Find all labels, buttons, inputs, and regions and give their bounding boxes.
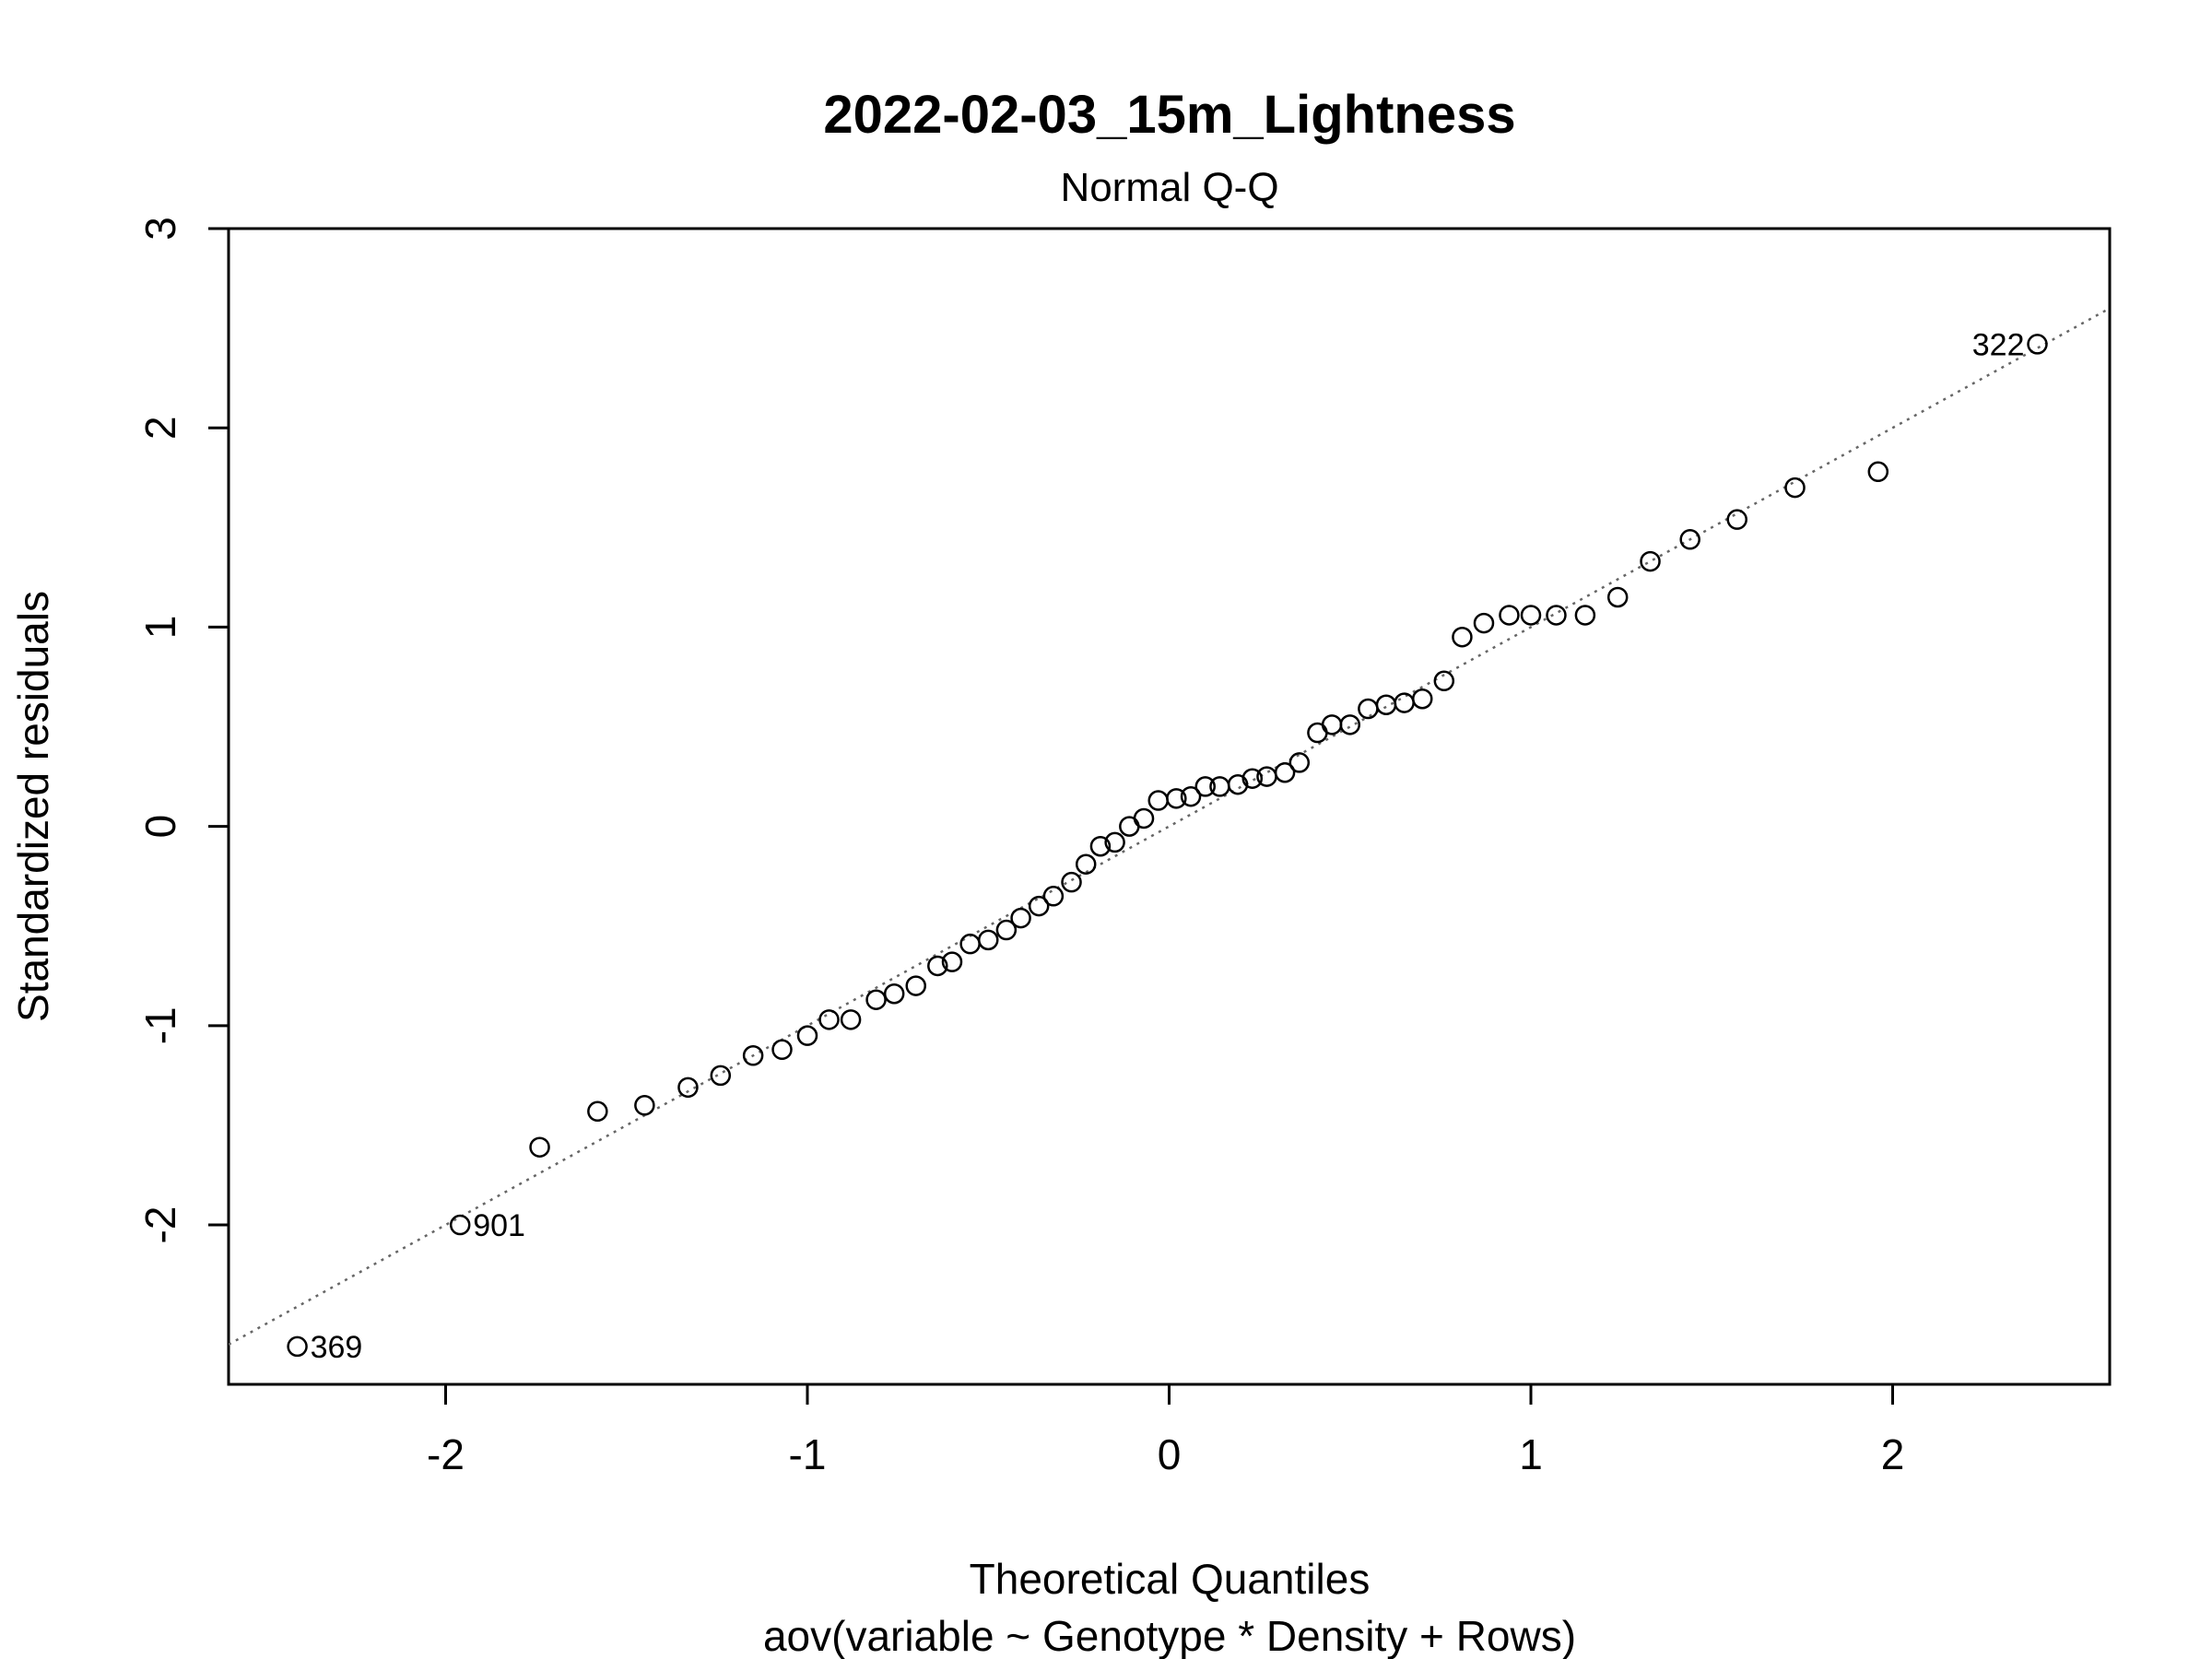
y-tick-label: -1: [136, 1006, 184, 1044]
data-point: [1394, 692, 1415, 713]
y-axis-label: Standardized residuals: [9, 591, 57, 1022]
data-point: [1209, 776, 1230, 797]
data-point: [1042, 886, 1065, 907]
data-point: [1546, 605, 1567, 626]
x-tick-label: 0: [1158, 1430, 1182, 1478]
x-tick-label: -2: [427, 1430, 465, 1478]
data-point: [1452, 626, 1473, 648]
data-point: [818, 1009, 840, 1030]
data-point: [529, 1136, 550, 1158]
data-point: [1499, 605, 1520, 626]
data-point: [995, 919, 1018, 941]
data-point: [1028, 895, 1050, 917]
chart-subtitle: Normal Q-Q: [1060, 165, 1278, 210]
data-point: [1433, 670, 1455, 692]
data-point: [959, 933, 981, 955]
data-point: [1867, 461, 1889, 483]
data-point: [865, 989, 887, 1010]
data-point: [677, 1077, 699, 1099]
data-point: [1227, 773, 1249, 795]
data-point: [1375, 694, 1397, 715]
data-point: [710, 1065, 732, 1087]
data-point: [796, 1025, 818, 1046]
data-point: [1180, 785, 1202, 807]
data-point: [1358, 698, 1379, 720]
y-tick-label: -2: [136, 1206, 184, 1244]
data-points: 369 901 322: [287, 327, 2048, 1365]
data-point: [978, 929, 999, 951]
data-point: [449, 1214, 471, 1236]
point-label: 901: [473, 1208, 525, 1243]
x-tick-label: 2: [1881, 1430, 1905, 1478]
point-label: 369: [311, 1330, 363, 1365]
y-tick-label: 2: [136, 416, 184, 440]
x-tick-label: -1: [789, 1430, 827, 1478]
data-point: [927, 955, 948, 977]
data-point: [1679, 529, 1700, 550]
data-point: [1166, 788, 1187, 809]
data-point: [1010, 907, 1031, 929]
data-point: [1061, 871, 1082, 893]
data-point: [1784, 477, 1806, 499]
data-point: [1241, 768, 1264, 789]
data-point: [1089, 835, 1112, 857]
data-point: [905, 975, 926, 996]
data-point: [2027, 334, 2048, 355]
data-point: [1075, 853, 1097, 875]
y-axis: -2 -1 0 1 2 3: [136, 217, 230, 1244]
data-point: [1147, 790, 1169, 811]
data-point: [742, 1045, 764, 1066]
chart-title: 2022-02-03_15m_Lightness: [823, 85, 1515, 145]
data-point: [1412, 688, 1433, 710]
data-point: [1726, 509, 1747, 530]
point-label: 322: [1972, 327, 2025, 362]
data-point: [634, 1095, 655, 1116]
x-axis-label: Theoretical Quantiles: [970, 1555, 1371, 1603]
data-point: [1321, 714, 1343, 735]
x-tick-label: 1: [1519, 1430, 1543, 1478]
data-point: [941, 951, 963, 972]
data-point: [1520, 605, 1542, 626]
data-point: [1640, 550, 1661, 572]
y-tick-label: 1: [136, 616, 184, 640]
x-axis-sublabel: aov(variable ~ Genotype * Density + Rows…: [763, 1612, 1576, 1659]
data-point: [1274, 761, 1296, 783]
qq-reference-line: [229, 307, 2110, 1346]
data-point: [1288, 752, 1311, 773]
data-point: [840, 1009, 862, 1030]
data-point: [1574, 605, 1596, 626]
data-point: [1194, 776, 1216, 797]
y-tick-label: 3: [136, 217, 184, 241]
data-point: [1104, 831, 1125, 853]
data-point: [1133, 807, 1155, 830]
data-point: [287, 1335, 308, 1358]
data-point: [1473, 612, 1495, 634]
data-point: [771, 1039, 793, 1061]
data-point: [1339, 714, 1360, 735]
x-axis: -2 -1 0 1 2: [427, 1382, 1905, 1478]
y-tick-label: 0: [136, 815, 184, 839]
data-point: [1606, 586, 1629, 608]
data-point: [587, 1100, 608, 1123]
data-point: [883, 982, 905, 1005]
